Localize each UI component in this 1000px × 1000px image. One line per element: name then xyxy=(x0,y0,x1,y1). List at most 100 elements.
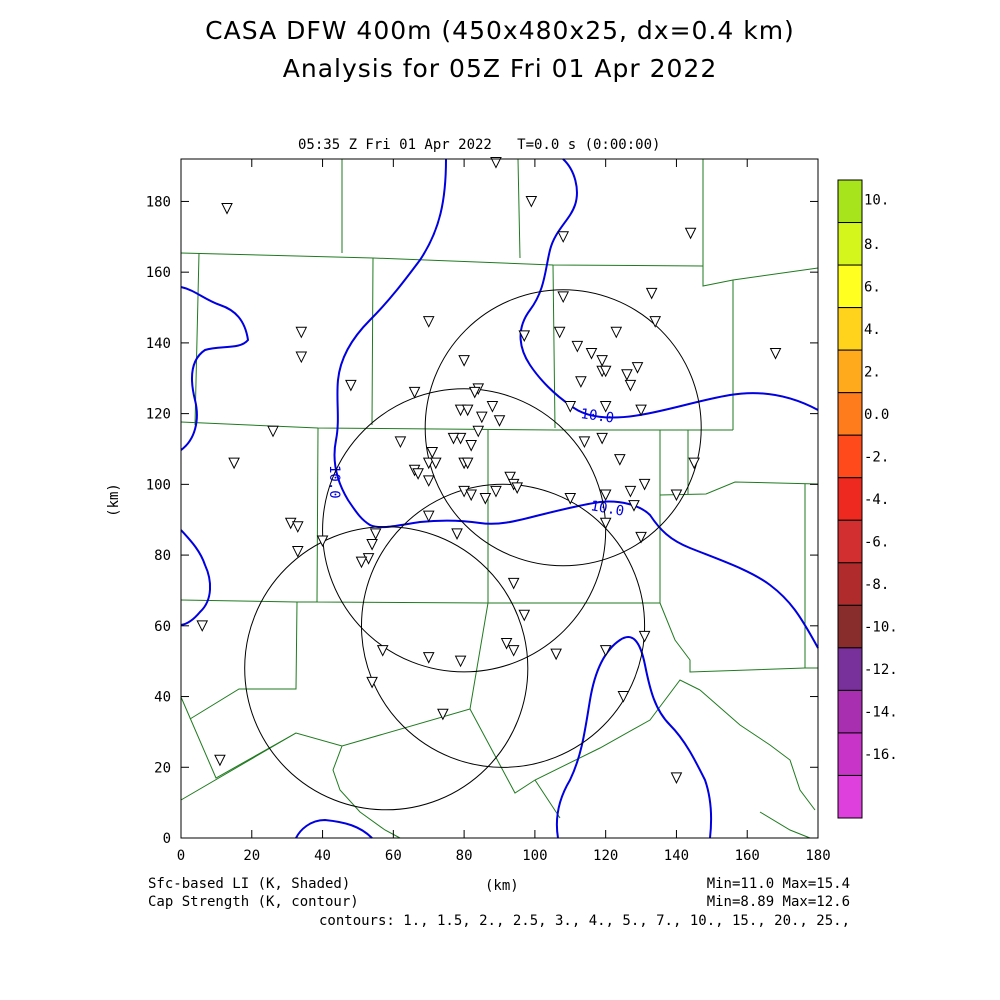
county-line xyxy=(699,689,816,811)
station-marker xyxy=(295,351,308,364)
station-marker xyxy=(599,365,612,378)
station-marker xyxy=(525,195,538,208)
colorbar-swatch xyxy=(837,307,863,351)
colorbar-swatch xyxy=(837,604,863,649)
county-line xyxy=(180,732,401,839)
station-marker xyxy=(585,348,598,360)
station-marker xyxy=(511,482,524,495)
contour-10-west xyxy=(180,286,250,451)
colorbar-label: -10. xyxy=(864,620,898,636)
station-marker xyxy=(490,157,502,169)
station-marker xyxy=(355,556,368,569)
station-marker xyxy=(475,411,488,424)
station-marker xyxy=(599,645,612,657)
contour-10-bottom xyxy=(295,818,373,839)
station-marker xyxy=(479,493,492,505)
station-marker xyxy=(645,287,658,300)
station-marker xyxy=(458,355,470,367)
footer-shaded-label: Sfc-based LI (K, Shaded) xyxy=(148,876,351,892)
station-marker xyxy=(550,648,562,661)
colorbar-swatch xyxy=(837,732,863,776)
station-marker xyxy=(267,425,279,438)
colorbar-label: 10. xyxy=(864,192,889,208)
county-line xyxy=(180,599,318,720)
station-marker xyxy=(429,457,442,470)
station-marker xyxy=(504,471,516,484)
station-marker xyxy=(507,645,520,657)
range-ring xyxy=(360,483,646,768)
range-ring xyxy=(424,289,702,567)
chart-title: CASA DFW 400m (450x480x25, dx=0.4 km) xyxy=(205,16,795,45)
station-marker xyxy=(454,655,467,668)
station-marker xyxy=(454,432,467,445)
colorbar-label: 8. xyxy=(864,237,881,253)
station-marker xyxy=(291,521,304,533)
y-axis-label: (km) xyxy=(106,483,122,517)
station-marker xyxy=(437,708,449,721)
station-marker xyxy=(557,231,570,243)
valid-time-label: 05:35 Z Fri 01 Apr 2022 T=0.0 s (0:00:00… xyxy=(298,137,661,153)
range-ring xyxy=(244,526,529,811)
station-marker xyxy=(575,376,587,388)
colorbar-swatch xyxy=(837,647,863,691)
colorbar-label: -6. xyxy=(864,535,889,551)
station-marker xyxy=(670,489,683,502)
station-marker xyxy=(599,517,612,530)
station-marker xyxy=(564,493,577,505)
station-marker xyxy=(465,489,477,502)
y-tick-label: 140 xyxy=(146,336,171,352)
station-marker xyxy=(422,652,435,664)
station-marker xyxy=(596,355,608,367)
colorbar-swatch xyxy=(837,477,863,521)
colorbar-label: -12. xyxy=(864,662,898,678)
colorbar-swatch xyxy=(837,562,863,606)
station-marker xyxy=(486,401,499,413)
station-marker xyxy=(628,500,640,512)
colorbar-label: 2. xyxy=(864,364,881,380)
station-marker xyxy=(596,432,608,445)
y-tick-label: 180 xyxy=(146,194,171,210)
station-marker xyxy=(422,316,435,328)
county-line xyxy=(180,602,489,779)
colorbar-label: -2. xyxy=(864,449,889,465)
y-tick-label: 40 xyxy=(154,690,171,706)
county-line xyxy=(534,602,818,819)
colorbar-swatch xyxy=(837,264,863,309)
x-tick-label: 140 xyxy=(664,848,689,864)
station-marker xyxy=(196,620,209,632)
radar-range-rings xyxy=(244,289,702,811)
station-marker xyxy=(553,326,566,339)
station-marker xyxy=(228,457,240,470)
colorbar-swatch xyxy=(837,774,863,819)
county-line xyxy=(316,427,660,604)
station-marker xyxy=(422,475,435,487)
county-line xyxy=(659,430,819,603)
station-marker xyxy=(578,436,591,449)
county-line xyxy=(180,159,819,287)
contour-10-north xyxy=(519,158,819,419)
y-tick-label: 20 xyxy=(154,760,171,776)
y-tick-label: 60 xyxy=(154,619,171,635)
station-marker xyxy=(617,691,630,703)
y-tick-label: 100 xyxy=(146,477,171,493)
x-tick-label: 160 xyxy=(735,848,760,864)
station-marker xyxy=(621,369,633,381)
x-tick-label: 40 xyxy=(314,848,331,864)
x-tick-label: 60 xyxy=(385,848,402,864)
county-line xyxy=(759,484,811,839)
station-marker xyxy=(769,348,782,360)
station-marker xyxy=(635,404,647,417)
station-marker xyxy=(571,340,584,353)
x-tick-label: 80 xyxy=(456,848,473,864)
station-marker xyxy=(670,772,683,784)
range-ring xyxy=(322,388,607,673)
colorbar-label: 0.0 xyxy=(864,407,889,423)
contour-labels: 10.0 10.0 10.0 xyxy=(326,406,625,520)
colorbar-label: -4. xyxy=(864,492,889,508)
colorbar-label: 4. xyxy=(864,322,881,338)
station-marker xyxy=(557,291,570,304)
station-markers xyxy=(196,157,782,784)
cap-strength-contours xyxy=(180,158,819,839)
station-marker xyxy=(493,415,506,427)
